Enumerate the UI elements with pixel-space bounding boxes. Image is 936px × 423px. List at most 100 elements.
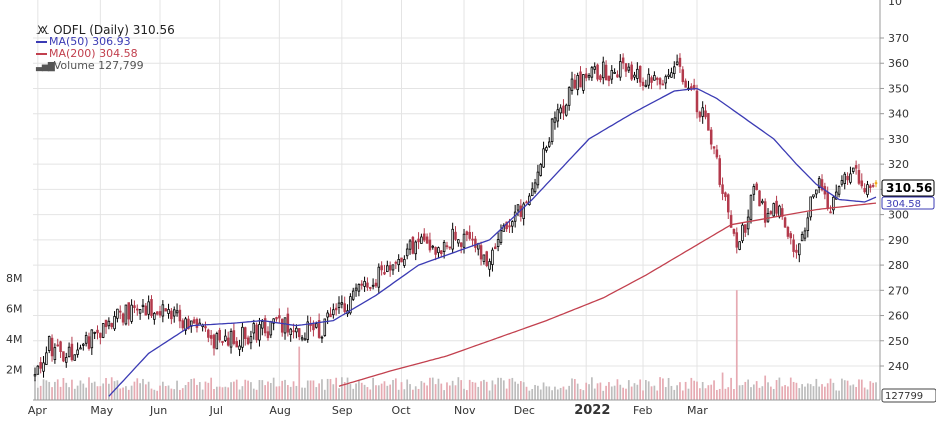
- candle-body: [587, 75, 591, 78]
- volume-bar: [261, 380, 264, 400]
- candle-body: [45, 352, 48, 365]
- volume-bar: [483, 379, 485, 400]
- volume-bar: [525, 386, 528, 400]
- candle-body: [573, 79, 577, 89]
- candle-body: [809, 196, 812, 218]
- volume-bar: [679, 382, 681, 400]
- legend-ma50-text: MA(50) 306.93: [49, 35, 131, 48]
- volume-bar: [255, 389, 258, 400]
- volume-bars-icon: ▃▅▇: [36, 62, 55, 72]
- candle-body: [792, 239, 795, 252]
- volume-bar: [383, 381, 386, 400]
- volume-bar: [841, 378, 843, 400]
- candle-body: [400, 257, 403, 263]
- price-tick-label-partial: 10: [888, 0, 902, 8]
- candle-body: [113, 316, 116, 330]
- candle-body: [226, 337, 230, 346]
- candle-body: [746, 216, 750, 230]
- volume-bar: [375, 385, 377, 400]
- volume-bar: [233, 381, 235, 400]
- volume-bar: [627, 380, 630, 400]
- candle-body: [545, 147, 548, 151]
- candle-body: [852, 167, 855, 172]
- candle-body: [363, 280, 366, 287]
- candle-body: [701, 107, 704, 117]
- candle-body: [286, 313, 290, 333]
- candle-body: [542, 148, 545, 168]
- volume-bar: [90, 382, 93, 400]
- volume-bar: [392, 379, 394, 400]
- volume-bar: [281, 380, 284, 400]
- candle-body: [357, 284, 361, 292]
- volume-bar: [426, 385, 428, 400]
- volume-bar: [778, 377, 781, 400]
- candle-body: [633, 74, 636, 78]
- volume-bar: [269, 382, 272, 400]
- volume-bar: [272, 377, 275, 400]
- volume-bar: [304, 387, 306, 400]
- legend-ma50: MA(50) 306.93: [36, 36, 175, 48]
- candle-body: [175, 310, 179, 314]
- volume-bar: [380, 383, 383, 400]
- volume-bar: [372, 377, 374, 400]
- volume-bar: [56, 379, 59, 400]
- volume-bar: [477, 386, 480, 400]
- candle-body: [496, 239, 500, 247]
- candle-body: [755, 183, 758, 191]
- candle-body: [553, 117, 557, 123]
- volume-bar: [659, 377, 661, 400]
- candle-body: [138, 309, 142, 314]
- candle-body: [394, 261, 398, 264]
- candle-body: [280, 318, 284, 333]
- candle-body: [56, 344, 59, 347]
- candle-body: [562, 105, 565, 114]
- volume-bar: [454, 385, 457, 400]
- volume-bar: [494, 384, 497, 400]
- volume-bar: [764, 375, 767, 400]
- candle-body: [431, 245, 435, 248]
- candle-body: [67, 346, 71, 358]
- volume-bar: [125, 386, 127, 400]
- volume-bar: [752, 384, 755, 400]
- legend-ma200: MA(200) 304.58: [36, 48, 175, 60]
- candle-body: [508, 225, 511, 228]
- candle-body: [295, 327, 298, 333]
- volume-bar: [801, 384, 803, 400]
- candle-body: [99, 332, 102, 338]
- volume-bar: [423, 382, 426, 400]
- candle-body: [533, 182, 537, 193]
- candle-body: [658, 78, 662, 85]
- candle-body: [607, 75, 611, 82]
- candle-body: [334, 307, 338, 311]
- candle-body: [752, 186, 756, 195]
- volume-bar: [488, 390, 491, 400]
- volume-bar: [110, 377, 113, 400]
- candle-body: [386, 265, 389, 272]
- volume-bar: [758, 387, 761, 400]
- candle-body: [775, 200, 778, 214]
- volume-bar: [142, 378, 144, 400]
- candle-body: [340, 302, 344, 305]
- volume-bar: [625, 388, 627, 400]
- volume-bar: [522, 382, 525, 400]
- volume-bar: [755, 381, 758, 400]
- volume-bar: [809, 384, 812, 400]
- volume-bar: [284, 379, 286, 400]
- volume-bar: [554, 386, 556, 400]
- volume-bar: [761, 386, 764, 400]
- time-tick-label: Apr: [28, 404, 48, 417]
- last-price-label: 310.56: [886, 181, 932, 195]
- volume-bar: [184, 385, 187, 400]
- candle-body: [164, 308, 167, 312]
- candle-body: [604, 64, 608, 81]
- price-tick-label: 300: [888, 209, 909, 222]
- volume-bar: [59, 386, 62, 400]
- volume-bar: [338, 388, 340, 400]
- volume-bar: [250, 382, 252, 400]
- candle-body: [786, 227, 790, 237]
- price-tick-label: 250: [888, 335, 909, 348]
- volume-bar: [329, 379, 332, 400]
- volume-bar: [204, 381, 207, 400]
- volume-bar: [446, 382, 448, 400]
- volume-bar: [707, 385, 710, 400]
